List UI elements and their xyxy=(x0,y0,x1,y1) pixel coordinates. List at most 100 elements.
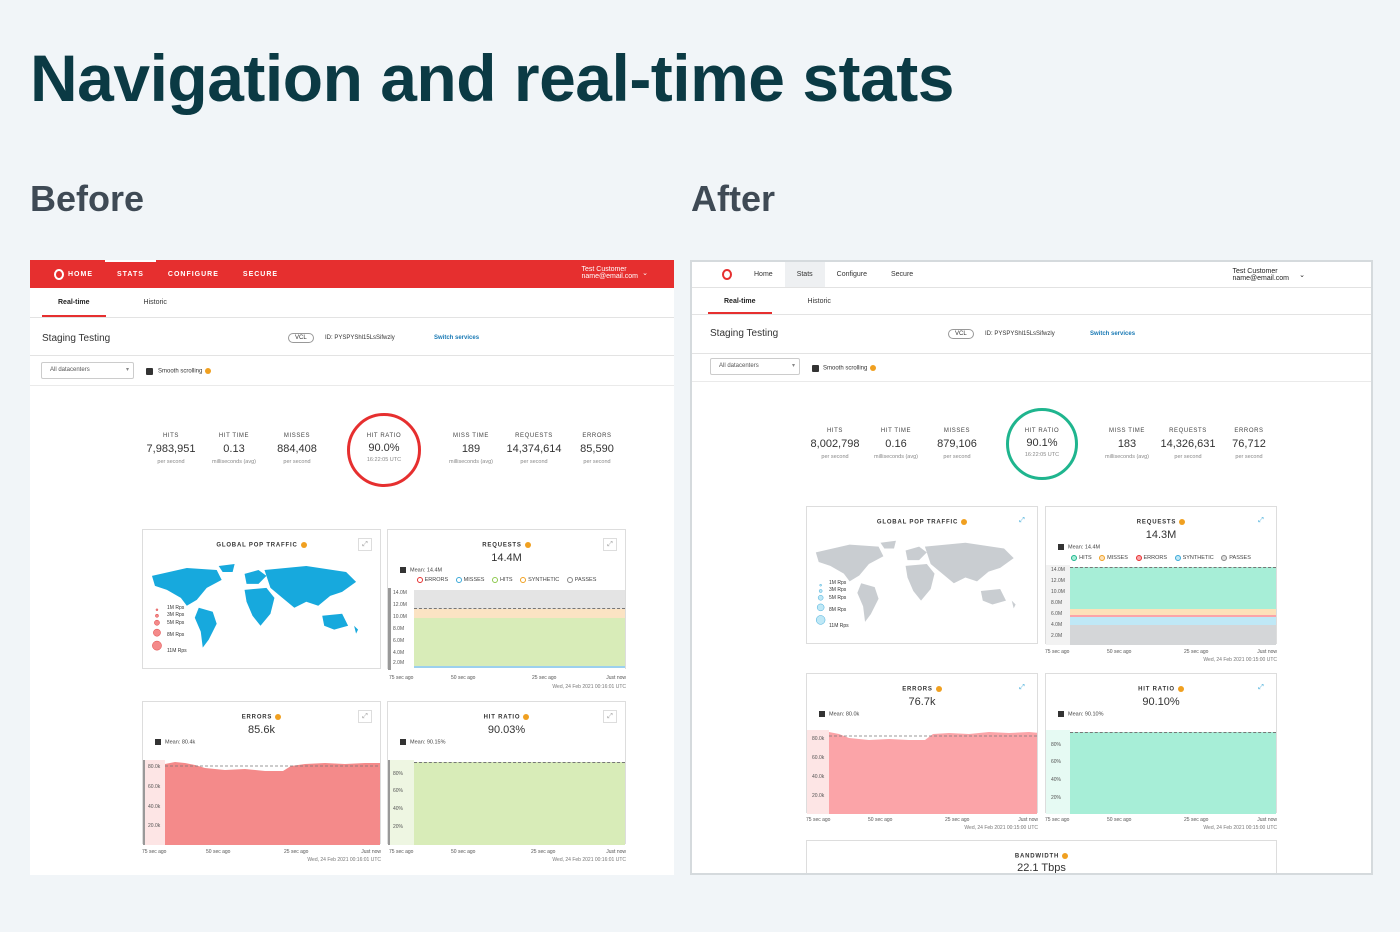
legend-passes: PASSES xyxy=(566,577,596,583)
legend-hits: HITS xyxy=(492,577,513,583)
errors-value: 85.6k xyxy=(248,724,275,736)
ytick: 20% xyxy=(1051,795,1062,801)
nav-home[interactable]: HOME xyxy=(68,270,93,278)
hit-ratio-card: HIT RATIO 90.03% ⤢ Mean: 90.15% 80% 60% … xyxy=(387,701,626,845)
ytick: 80% xyxy=(393,771,404,777)
tab-realtime[interactable]: Real-time xyxy=(42,288,105,317)
xtick: 75 sec ago xyxy=(389,849,414,855)
hit-ratio-value: 90.10% xyxy=(1142,696,1180,708)
expand-icon[interactable]: ⤢ xyxy=(1258,684,1264,691)
nav-secure[interactable]: Secure xyxy=(891,271,914,278)
requests-value: 14.4M xyxy=(491,552,522,564)
world-map xyxy=(815,540,1016,625)
legend-synthetic: SYNTHETIC xyxy=(1174,555,1214,561)
expand-icon[interactable]: ⤢ xyxy=(1019,684,1025,691)
xtick: 75 sec ago xyxy=(389,675,414,681)
map-legend-1m: 1M Rps xyxy=(167,605,185,611)
xtick: 75 sec ago xyxy=(1045,649,1070,655)
user-menu[interactable]: Test Customer name@email.com ⌄ xyxy=(581,266,648,280)
hit-ratio-chart: 80% 60% 40% 20% xyxy=(1046,730,1276,814)
requests-xaxis: 75 sec ago 50 sec ago 25 sec ago Just no… xyxy=(1045,647,1277,673)
top-navbar: Home Stats Configure Secure Test Custome… xyxy=(692,262,1371,288)
ytick: 60.0k xyxy=(812,755,825,761)
mean-toggle[interactable]: Mean: 80.4k xyxy=(155,739,195,745)
xtick: Just now xyxy=(1018,817,1038,823)
tab-historic[interactable]: Historic xyxy=(143,299,167,306)
nav-stats[interactable]: STATS xyxy=(105,260,156,288)
xtick: 25 sec ago xyxy=(1184,649,1209,655)
stat-hits: HITS 7,983,951 per second xyxy=(146,433,196,465)
logo-icon[interactable] xyxy=(722,269,732,280)
vcl-badge[interactable]: VCL xyxy=(948,329,974,339)
requests-legend: HITS MISSES ERRORS SYNTHETIC PASSES xyxy=(1046,555,1276,561)
expand-icon[interactable]: ⤢ xyxy=(1258,517,1264,524)
ytick: 40% xyxy=(393,806,404,812)
before-label: Before xyxy=(30,178,145,219)
expand-icon[interactable]: ⤢ xyxy=(358,710,372,723)
info-icon xyxy=(870,365,877,371)
mean-toggle[interactable]: Mean: 80.0k xyxy=(819,711,859,717)
xtick: 50 sec ago xyxy=(1107,817,1132,823)
user-menu[interactable]: Test Customer name@email.com ⌄ xyxy=(1232,268,1305,282)
ytick: 6.0M xyxy=(393,638,405,644)
page-title: Navigation and real-time stats xyxy=(30,41,954,115)
ytick: 60.0k xyxy=(148,784,161,790)
mean-toggle[interactable]: Mean: 14.4M xyxy=(1058,544,1100,550)
tab-realtime[interactable]: Real-time xyxy=(708,288,771,314)
map-legend-1m: 1M Rps xyxy=(829,580,847,586)
switch-services-link[interactable]: Switch services xyxy=(434,335,480,341)
mean-toggle[interactable]: Mean: 90.10% xyxy=(1058,711,1103,717)
stat-miss-time: MISS TIME 189 milliseconds (avg) xyxy=(448,433,493,465)
requests-chart: 14.0M 12.0M 10.0M 8.0M 6.0M 4.0M 2.0M xyxy=(388,588,625,670)
legend-errors: ERRORS xyxy=(1135,555,1167,561)
nav-secure[interactable]: SECURE xyxy=(242,270,279,278)
nav-configure[interactable]: Configure xyxy=(836,271,867,278)
vcl-badge[interactable]: VCL xyxy=(288,333,314,343)
hit-ratio-gauge: HIT RATIO 90.1% 16:22:05 UTC xyxy=(1006,408,1078,480)
smooth-scrolling-checkbox[interactable] xyxy=(146,368,153,375)
world-map xyxy=(151,563,359,651)
mean-toggle[interactable]: Mean: 90.15% xyxy=(400,739,445,745)
after-screenshot: Home Stats Configure Secure Test Custome… xyxy=(690,260,1373,875)
top-navbar: HOME STATS CONFIGURE SECURE Test Custome… xyxy=(30,260,674,288)
ytick: 80.0k xyxy=(148,764,161,770)
errors-value: 76.7k xyxy=(908,696,936,708)
chevron-down-icon: ⌄ xyxy=(1299,272,1305,279)
expand-icon[interactable]: ⤢ xyxy=(358,538,372,551)
requests-legend: ERRORS MISSES HITS SYNTHETIC PASSES xyxy=(388,577,625,583)
expand-icon[interactable]: ⤢ xyxy=(603,538,617,551)
expand-icon[interactable]: ⤢ xyxy=(603,710,617,723)
ytick: 12.0M xyxy=(1051,578,1065,584)
xtick: Just now xyxy=(361,849,381,855)
service-name: Staging Testing xyxy=(42,333,111,344)
ytick: 10.0M xyxy=(1051,589,1065,595)
stat-misses: MISSES 884,408 per second xyxy=(277,433,317,465)
nav-configure[interactable]: CONFIGURE xyxy=(167,270,219,278)
ytick: 40.0k xyxy=(812,774,825,780)
xtick: Just now xyxy=(1257,817,1277,823)
logo-icon[interactable] xyxy=(54,268,64,280)
nav-stats[interactable]: Stats xyxy=(784,262,825,287)
map-legend-11m: 11M Rps xyxy=(829,623,849,629)
expand-icon[interactable]: ⤢ xyxy=(1019,517,1025,524)
tab-historic[interactable]: Historic xyxy=(807,297,831,305)
service-id: ID: PYSPYShl15LsSifwzly xyxy=(325,335,395,341)
before-screenshot: HOME STATS CONFIGURE SECURE Test Custome… xyxy=(30,260,674,875)
datacenter-select[interactable]: All datacenters xyxy=(710,358,800,375)
info-icon xyxy=(523,714,530,720)
switch-services-link[interactable]: Switch services xyxy=(1090,331,1136,337)
mean-toggle[interactable]: Mean: 14.4M xyxy=(400,567,442,573)
datacenter-select[interactable]: All datacenters xyxy=(41,362,134,379)
xtick: 50 sec ago xyxy=(206,849,231,855)
xtick: 50 sec ago xyxy=(451,849,476,855)
ytick: 14.0M xyxy=(1051,567,1065,573)
smooth-scrolling-checkbox[interactable] xyxy=(812,365,819,372)
hit-ratio-card: HIT RATIO 90.10% ⤢ Mean: 90.10% 80% 60% … xyxy=(1045,673,1277,814)
timestamp: Wed, 24 Feb 2021 00:16:01 UTC xyxy=(552,684,626,690)
stat-requests: REQUESTS 14,326,631 per second xyxy=(1160,428,1216,460)
map-legend-8m: 8M Rps xyxy=(829,607,847,613)
ytick: 80.0k xyxy=(812,736,825,742)
stats-row: HITS 8,002,798 per second HIT TIME 0.16 mill… xyxy=(692,406,1371,486)
nav-home[interactable]: Home xyxy=(754,271,773,278)
service-bar: Staging Testing VCL ID: PYSPYShl15LsSifw… xyxy=(692,316,1371,354)
